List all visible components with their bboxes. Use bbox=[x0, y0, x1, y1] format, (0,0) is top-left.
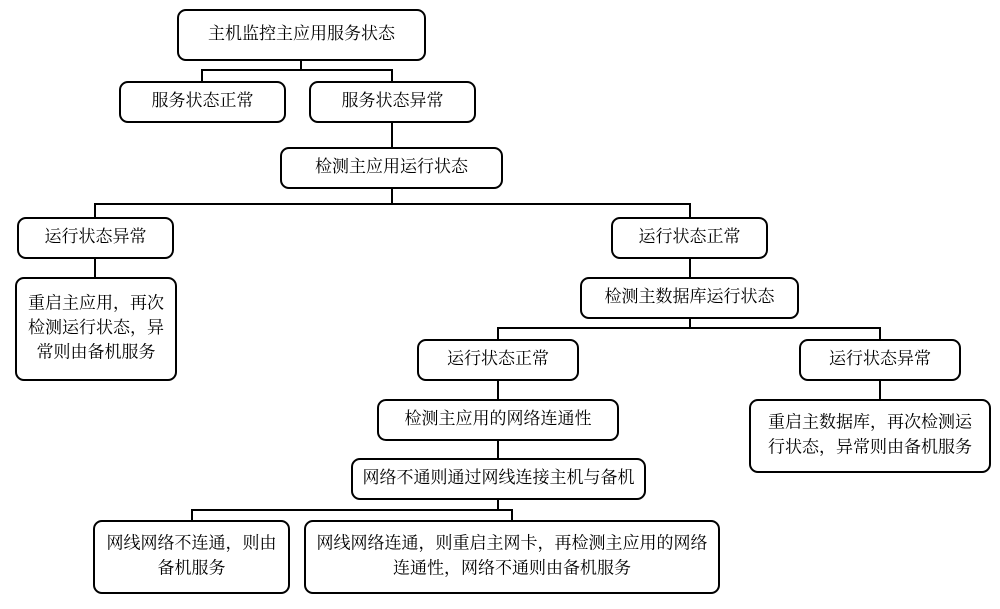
node-n6r2: 重启主数据库，再次检测运行状态，异常则由备机服务 bbox=[750, 400, 990, 472]
node-label-n2l: 服务状态正常 bbox=[152, 86, 254, 111]
node-n8: 网络不通则通过网线连接主机与备机 bbox=[352, 459, 645, 499]
node-n9l: 网线网络不连通，则由备机服务 bbox=[94, 521, 289, 593]
node-n6l: 运行状态正常 bbox=[418, 340, 578, 380]
edge-n5-n6r bbox=[690, 318, 880, 340]
node-n7: 检测主应用的网络连通性 bbox=[378, 400, 618, 440]
edge-n8-n9l bbox=[192, 499, 498, 521]
node-n5: 检测主数据库运行状态 bbox=[581, 278, 798, 318]
edge-n3-n4l bbox=[95, 188, 392, 218]
node-n2l: 服务状态正常 bbox=[120, 82, 285, 122]
node-label-n6r2: 重启主数据库，再次检测运行状态，异常则由备机服务 bbox=[768, 408, 973, 458]
node-label-n4l2: 重启主应用，再次检测运行状态，异常则由备机服务 bbox=[28, 289, 164, 363]
edge-n3-n4r bbox=[392, 188, 690, 218]
node-label-n5: 检测主数据库运行状态 bbox=[605, 282, 776, 307]
node-n9r: 网线网络连通，则重启主网卡，再检测主应用的网络连通性，网络不通则由备机服务 bbox=[305, 521, 719, 593]
edge-n8-n9r bbox=[498, 499, 512, 521]
edge-n5-n6l bbox=[498, 318, 690, 340]
node-label-n8: 网络不通则通过网线连接主机与备机 bbox=[363, 463, 635, 488]
node-label-n3: 检测主应用运行状态 bbox=[315, 152, 469, 177]
node-label-n4r: 运行状态正常 bbox=[639, 222, 741, 247]
node-n1: 主机监控主应用服务状态 bbox=[178, 10, 425, 60]
node-n3: 检测主应用运行状态 bbox=[281, 148, 502, 188]
node-n4l: 运行状态异常 bbox=[18, 218, 173, 258]
node-label-n1: 主机监控主应用服务状态 bbox=[208, 19, 396, 44]
node-n2r: 服务状态异常 bbox=[310, 82, 475, 122]
node-n4l2: 重启主应用，再次检测运行状态，异常则由备机服务 bbox=[16, 278, 176, 380]
node-label-n6r: 运行状态异常 bbox=[829, 344, 931, 369]
node-n6r: 运行状态异常 bbox=[800, 340, 960, 380]
edge-n1-n2l bbox=[202, 60, 301, 82]
flowchart-canvas: 主机监控主应用服务状态服务状态正常服务状态异常检测主应用运行状态运行状态异常重启… bbox=[0, 0, 1000, 609]
node-label-n7: 检测主应用的网络连通性 bbox=[405, 404, 592, 429]
node-label-n6l: 运行状态正常 bbox=[447, 344, 549, 369]
node-label-n4l: 运行状态异常 bbox=[45, 222, 147, 247]
node-n4r: 运行状态正常 bbox=[612, 218, 767, 258]
edge-n1-n2r bbox=[301, 60, 392, 82]
node-label-n2r: 服务状态异常 bbox=[342, 86, 444, 111]
